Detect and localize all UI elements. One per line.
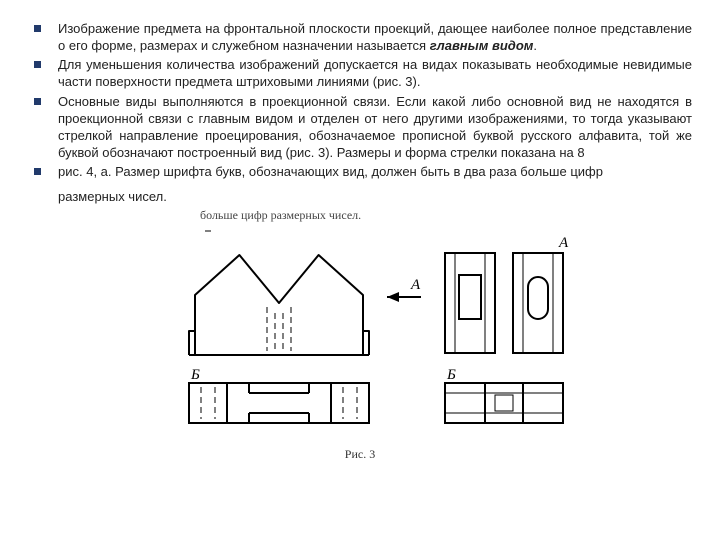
figure-caption: Рис. 3 (345, 447, 375, 462)
bullet-list: Изображение предмета на фронтальной плос… (28, 20, 692, 180)
bullet-text-term: главным видом (430, 38, 534, 53)
after-list-text: размерных чисел. (28, 188, 692, 205)
bullet-item: рис. 4, а. Размер шрифта букв, обозначаю… (28, 163, 692, 180)
bullet-item: Для уменьшения количества изображений до… (28, 56, 692, 90)
bullet-text-pre: Изображение предмета на фронтальной плос… (58, 21, 692, 53)
svg-text:А: А (410, 277, 421, 293)
figure-container: А А Б Б Рис. 3 (28, 225, 692, 462)
svg-text:Б: Б (446, 367, 456, 383)
bullet-text-pre: Для уменьшения количества изображений до… (58, 57, 692, 89)
bullet-text-pre: рис. 4, а. Размер шрифта букв, обозначаю… (58, 164, 603, 179)
bullet-text-post: . (533, 38, 537, 53)
technical-drawing: А А Б Б (145, 225, 575, 443)
scan-caption-text: больше цифр размерных чисел. (28, 208, 692, 223)
bullet-text-pre: Основные виды выполняются в проекционной… (58, 94, 692, 160)
svg-text:Б: Б (190, 367, 200, 383)
bullet-item: Изображение предмета на фронтальной плос… (28, 20, 692, 54)
svg-text:А: А (558, 235, 569, 251)
bullet-item: Основные виды выполняются в проекционной… (28, 93, 692, 162)
